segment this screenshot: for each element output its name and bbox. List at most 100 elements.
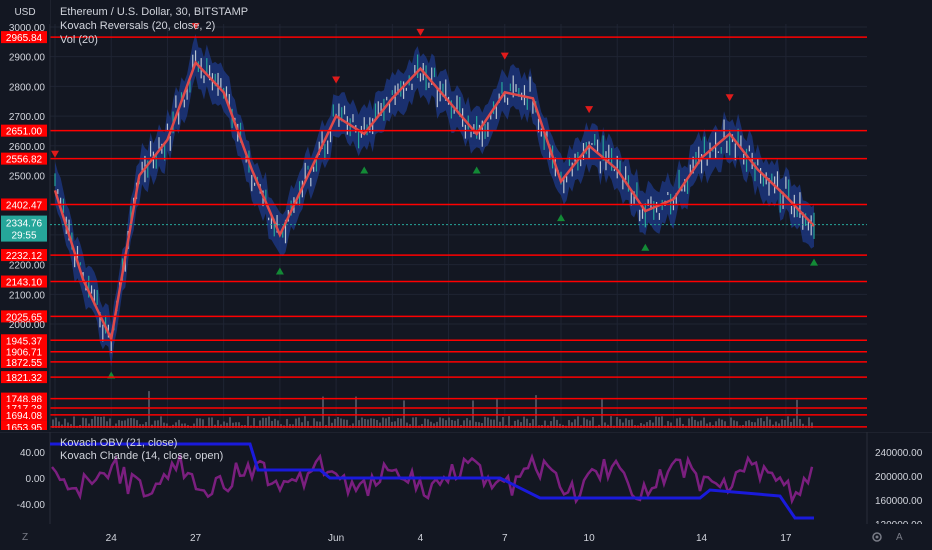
volume-bar [178, 419, 180, 428]
volume-bar [688, 418, 690, 428]
symbol-title[interactable]: Ethereum / U.S. Dollar, 30, BITSTAMP [60, 6, 249, 18]
volume-bar [406, 422, 408, 428]
currency-label[interactable]: USD [0, 0, 50, 24]
reversals-legend[interactable]: Kovach Reversals (20, close, 2) [60, 20, 216, 32]
volume-bar [619, 419, 621, 428]
time-tick: 7 [502, 533, 508, 544]
level-label: 1694.08 [6, 411, 43, 422]
level-label-bg [1, 392, 47, 405]
level-label: 1906.71 [6, 348, 43, 359]
volume-bar [439, 417, 441, 428]
chande-legend[interactable]: Kovach Chande (14, close, open) [60, 450, 224, 462]
volume-bar [301, 422, 303, 428]
volume-bar [85, 418, 87, 428]
price-tick: 3000.00 [9, 23, 46, 34]
level-label: 1821.32 [6, 373, 43, 384]
sell-marker [585, 106, 594, 114]
volume-bar [790, 421, 792, 428]
volume-bar [121, 420, 123, 428]
volume-bar [382, 417, 384, 428]
volume-bar [493, 419, 495, 428]
volume-bar [433, 423, 435, 428]
volume-bar [802, 423, 804, 428]
volume-bar [340, 418, 342, 428]
volume-bar [670, 422, 672, 428]
volume-bar [442, 418, 444, 428]
chande-tick: -40.00 [17, 500, 46, 511]
volume-bar [157, 420, 159, 428]
obv-tick: 200000.00 [875, 472, 923, 483]
sell-marker [191, 22, 200, 30]
current-price-box [1, 215, 47, 242]
price-tick: 2700.00 [9, 112, 46, 123]
volume-bar [223, 421, 225, 428]
volume-legend[interactable]: Vol (20) [60, 34, 98, 46]
volume-bar [721, 419, 723, 428]
volume-bar [616, 417, 618, 428]
current-price-value: 2334.76 [6, 219, 43, 230]
level-label-bg [1, 31, 47, 44]
price-pane[interactable]: 2965.84 2651.00 2556.82 2402.47 2232.12 2143.… [0, 0, 932, 430]
volume-bar [247, 416, 249, 428]
time-axis[interactable]: 24 27 Jun 4 7 10 14 17 [50, 526, 867, 550]
volume-bar [274, 418, 276, 428]
price-tick: 2100.00 [9, 290, 46, 301]
price-tick: 2600.00 [9, 142, 46, 153]
volume-bar [67, 422, 69, 428]
time-tick: 10 [584, 533, 596, 544]
volume-bar [448, 417, 450, 428]
volume-bar [520, 422, 522, 428]
volume-bar [631, 419, 633, 428]
volume-bar [544, 420, 546, 428]
volume-bar [583, 417, 585, 428]
price-grid [50, 24, 867, 428]
settings-gear-icon[interactable] [871, 531, 883, 543]
volume-bar [610, 416, 612, 428]
volume-bar [766, 416, 768, 428]
level-label-bg [1, 249, 47, 262]
volume-bar [529, 423, 531, 428]
volume-bar [751, 421, 753, 428]
buy-marker [557, 214, 565, 222]
volume-bar [454, 420, 456, 428]
volume-bar [295, 418, 297, 428]
volume-bar [682, 423, 684, 428]
volume-bar [253, 418, 255, 428]
volume-bar [103, 416, 105, 428]
volume-bar [136, 420, 138, 428]
chande-tick: 40.00 [20, 448, 45, 459]
volume-bar [394, 421, 396, 428]
volume-bar [601, 399, 603, 428]
indicator-grid [0, 432, 932, 524]
volume-bar [793, 418, 795, 428]
volume-bar [379, 422, 381, 428]
level-label-bg [1, 275, 47, 288]
volume-bar [109, 418, 111, 428]
volume-bar [427, 419, 429, 428]
volume-bar [361, 417, 363, 428]
buy-marker [472, 166, 481, 174]
level-label-bg [1, 420, 47, 430]
volume-bar [568, 420, 570, 428]
obv-legend[interactable]: Kovach OBV (21, close) [60, 437, 178, 449]
volume-bar [451, 419, 453, 428]
volume-bar [181, 423, 183, 428]
indicator-axes[interactable]: 40.00 0.00 -40.00 240000.00 200000.00 160000.… [17, 448, 923, 524]
sell-marker [332, 76, 341, 84]
volume-bar [508, 416, 510, 428]
sell-marker [725, 94, 734, 102]
volume-bar [457, 418, 459, 428]
volume-bar [334, 418, 336, 428]
volume-bar [775, 421, 777, 428]
volume-bar [127, 418, 129, 428]
buy-marker [641, 243, 650, 251]
price-tick: 2200.00 [9, 261, 46, 272]
a-button[interactable]: A [896, 532, 903, 543]
z-button[interactable]: Z [22, 532, 29, 543]
time-ticks: 24 27 Jun 4 7 10 14 17 [106, 533, 792, 544]
volume-bar [667, 421, 669, 428]
volume-bar [196, 418, 198, 428]
indicator-pane[interactable]: 40.00 0.00 -40.00 240000.00 200000.00 160000.… [0, 432, 932, 524]
volume-bar [571, 422, 573, 428]
